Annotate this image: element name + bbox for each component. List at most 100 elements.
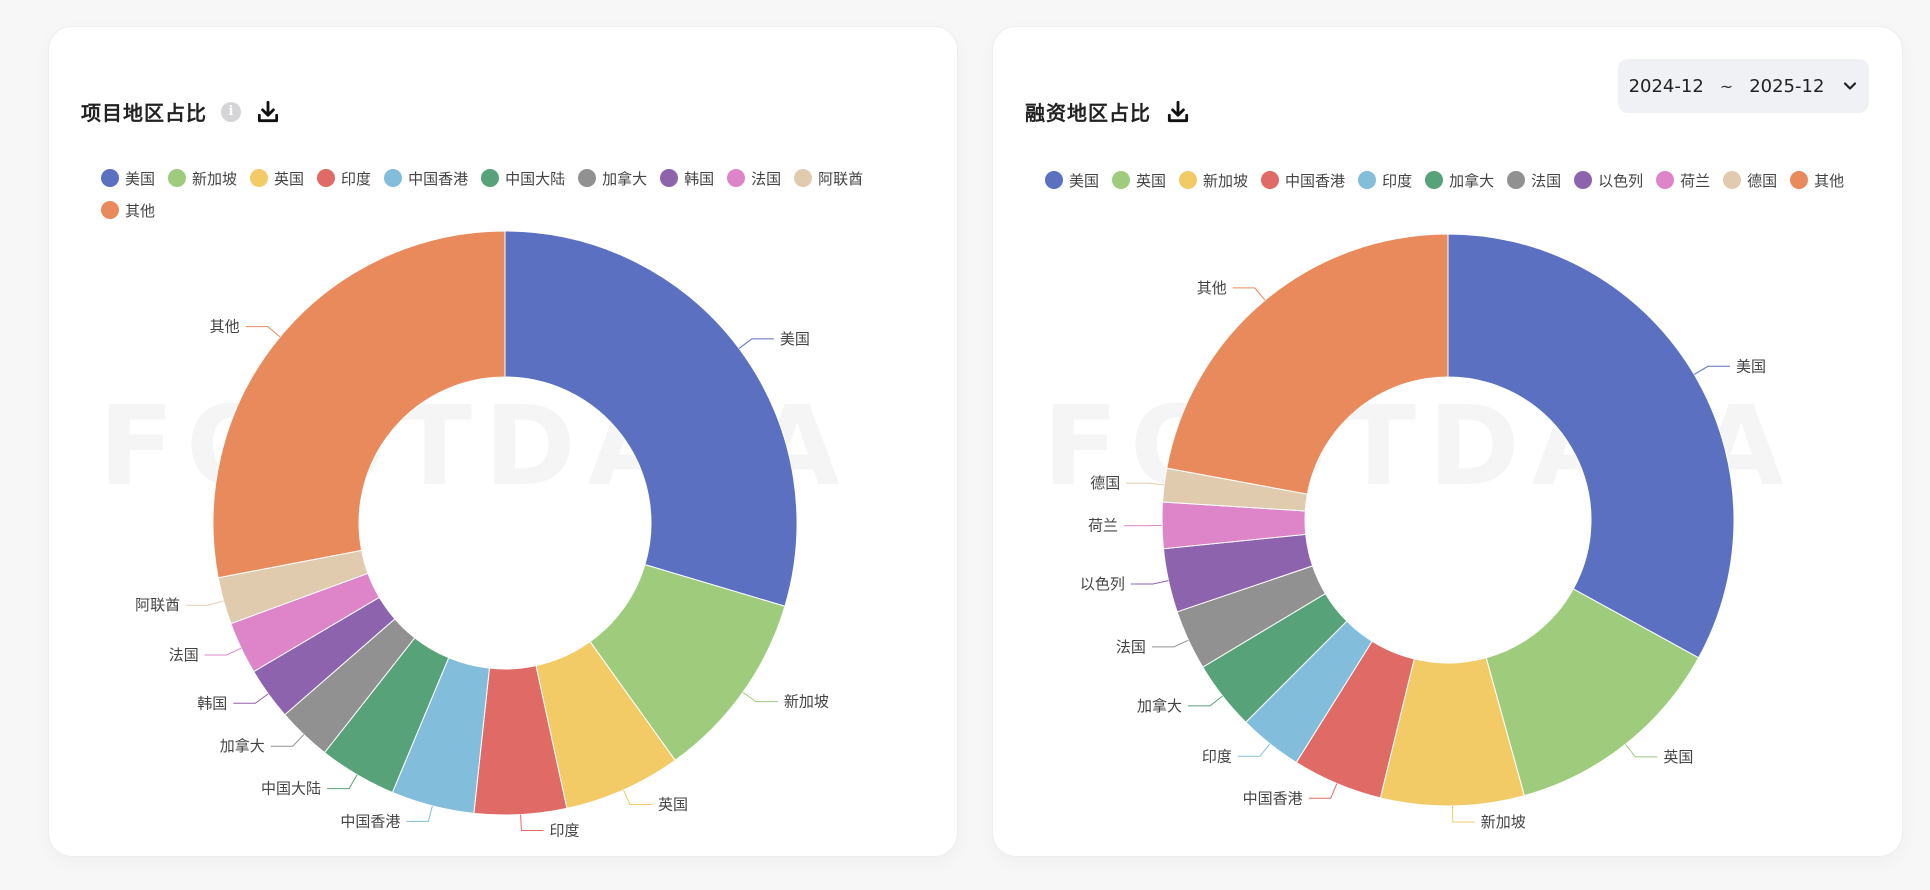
chart-legend: 美国 英国 新加坡 中国香港 印度 加拿大 法国 以色列 荷兰 德国 其他 [1045,168,1885,192]
legend-item[interactable]: 韩国 [660,166,714,190]
legend-dot-icon [1574,171,1593,189]
legend-label: 印度 [341,169,372,188]
legend-label: 新加坡 [192,169,238,188]
legend-label: 德国 [1747,171,1778,190]
legend-item[interactable]: 中国大陆 [481,166,565,190]
legend-item[interactable]: 其他 [1790,168,1844,192]
leader-line [233,693,269,704]
legend-label: 其他 [1814,171,1845,190]
donut-slice[interactable] [212,230,506,579]
legend-item[interactable]: 加拿大 [1425,168,1494,192]
leader-line [520,814,544,832]
slice-label: 新加坡 [1481,813,1526,831]
legend-label: 新加坡 [1203,171,1249,190]
legend-dot-icon [727,169,746,187]
date-separator: ~ [1719,76,1734,96]
slice-label: 新加坡 [784,693,829,711]
leader-line [186,600,224,606]
legend-item[interactable]: 中国香港 [1261,168,1345,192]
legend-label: 美国 [125,169,156,188]
legend-label: 加拿大 [602,169,648,188]
legend-item[interactable]: 美国 [1045,168,1099,192]
download-icon[interactable] [1165,99,1191,125]
download-icon[interactable] [255,99,281,125]
legend-item[interactable]: 加拿大 [578,166,647,190]
legend-item[interactable]: 法国 [1507,168,1561,192]
slice-label: 美国 [780,330,810,348]
legend-item[interactable]: 英国 [1112,168,1166,192]
slice-label: 德国 [1090,474,1120,492]
chevron-down-icon[interactable] [1842,78,1858,94]
legend-dot-icon [660,169,679,187]
leader-line [742,691,778,703]
card-title: 项目地区占比 [81,101,207,125]
donut-slice[interactable] [1166,233,1449,495]
info-icon[interactable]: i [221,101,241,122]
donut-slice[interactable] [504,230,798,607]
legend-dot-icon [1358,171,1377,189]
legend-label: 阿联酋 [818,169,864,188]
leader-line [204,647,242,656]
legend-dot-icon [1790,171,1809,189]
leader-line [245,326,281,338]
legend-dot-icon [481,169,500,187]
legend-dot-icon [101,169,119,187]
donut-slice[interactable] [1485,588,1700,797]
legend-label: 荷兰 [1680,171,1711,190]
legend-item[interactable]: 印度 [317,166,371,190]
leader-line [1187,695,1223,707]
legend-dot-icon [1723,171,1742,189]
donut-slice[interactable] [1447,233,1735,659]
legend-label: 中国大陆 [505,169,566,188]
slice-label: 加拿大 [1137,697,1182,715]
leader-line [1693,365,1730,375]
card-title: 融资地区占比 [1025,101,1151,125]
date-start[interactable]: 2024-12 [1628,75,1704,97]
date-end[interactable]: 2025-12 [1749,75,1825,97]
legend-dot-icon [1507,171,1526,189]
card-header: 融资地区占比 [1025,97,1191,126]
legend-label: 英国 [274,169,305,188]
legend-item[interactable]: 美国 [101,166,155,190]
legend-label: 中国香港 [408,169,469,188]
legend-dot-icon [1112,171,1131,189]
leader-line [1308,783,1338,799]
legend-dot-icon [794,169,813,187]
legend-dot-icon [1179,171,1198,189]
chart-legend: 美国 新加坡 英国 印度 中国香港 中国大陆 加拿大 韩国 法国 阿联酋其他 [101,166,941,222]
legend-dot-icon [1425,171,1444,189]
legend-item[interactable]: 法国 [727,166,781,190]
leader-line [270,734,305,747]
legend-label: 加拿大 [1449,171,1495,190]
legend-item[interactable]: 新加坡 [168,166,237,190]
legend-item[interactable]: 新加坡 [1179,168,1248,192]
leader-line [1625,744,1658,758]
legend-item[interactable]: 印度 [1358,168,1412,192]
legend-label: 以色列 [1598,171,1644,190]
project-region-card: FOOTDATA 项目地区占比 i 美国新加坡英国印度中国香港中国大陆加拿大韩国… [48,26,958,857]
legend-item[interactable]: 英国 [250,166,304,190]
legend-item[interactable]: 其他 [101,198,155,222]
slice-label: 阿联酋 [135,596,180,614]
legend-dot-icon [250,169,269,187]
slice-label: 其他 [1197,279,1227,297]
leader-line [1151,639,1189,648]
legend-item[interactable]: 中国香港 [384,166,468,190]
legend-item[interactable]: 阿联酋 [794,166,863,190]
legend-label: 美国 [1069,171,1100,190]
leader-line [1451,805,1475,823]
slice-label: 中国香港 [340,812,400,830]
legend-label: 法国 [1531,171,1562,190]
slice-label: 美国 [1736,357,1766,375]
slice-label: 印度 [549,822,579,840]
legend-item[interactable]: 德国 [1723,168,1777,192]
legend-label: 英国 [1136,171,1167,190]
date-range-picker[interactable]: 2024-12 ~ 2025-12 [1618,59,1869,113]
legend-item[interactable]: 荷兰 [1656,168,1710,192]
slice-label: 其他 [210,318,240,336]
leader-line [406,805,433,822]
legend-item[interactable]: 以色列 [1574,168,1643,192]
legend-dot-icon [168,169,187,187]
legend-label: 中国香港 [1285,171,1346,190]
